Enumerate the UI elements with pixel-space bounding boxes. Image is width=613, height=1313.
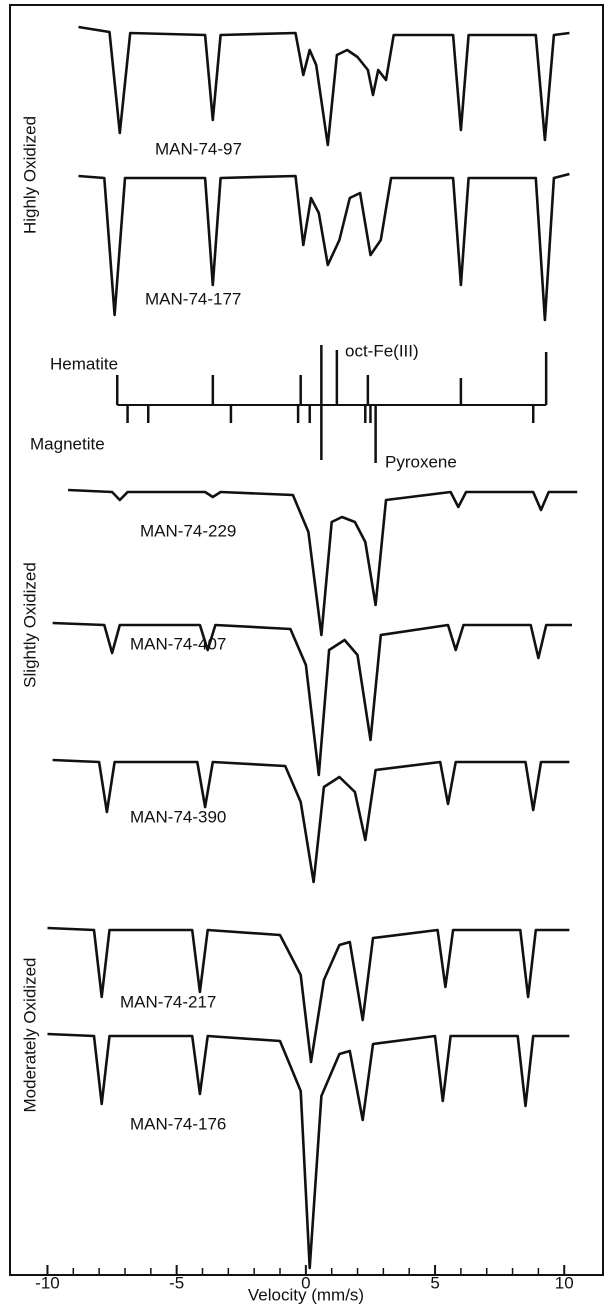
group-label: Moderately Oxidized: [20, 958, 39, 1113]
spectrum-label: MAN-74-176: [130, 1114, 226, 1133]
spectrum: [47, 926, 570, 1064]
x-tick-label: 10: [555, 1273, 574, 1292]
spectrum-label: MAN-74-97: [155, 139, 242, 158]
reference-label: Magnetite: [30, 434, 105, 453]
group-label: Highly Oxidized: [20, 116, 39, 234]
group-label: Slightly Oxidized: [20, 562, 39, 688]
x-axis-label: Velocity (mm/s): [248, 1285, 364, 1304]
spectrum: [47, 1032, 570, 1270]
spectrum-label: MAN-74-407: [130, 634, 226, 653]
spectrum-label: MAN-74-229: [140, 521, 236, 540]
spectrum: [68, 488, 578, 637]
spectrum: [52, 621, 572, 777]
spectrum-label: MAN-74-390: [130, 807, 226, 826]
x-tick-label: -5: [169, 1273, 184, 1292]
spectrum: [52, 758, 570, 884]
frame: [9, 4, 604, 1276]
spectrum: [78, 172, 570, 322]
reference-label: Hematite: [50, 354, 118, 373]
x-tick-label: 5: [430, 1273, 439, 1292]
x-tick-label: -10: [35, 1273, 60, 1292]
spectrum-label: MAN-74-217: [120, 992, 216, 1011]
spectrum: [78, 25, 570, 147]
reference-label: Pyroxene: [385, 452, 457, 471]
reference-label: oct-Fe(III): [345, 341, 419, 360]
x-tick-label: 0: [301, 1273, 310, 1292]
spectrum-label: MAN-74-177: [145, 289, 241, 308]
